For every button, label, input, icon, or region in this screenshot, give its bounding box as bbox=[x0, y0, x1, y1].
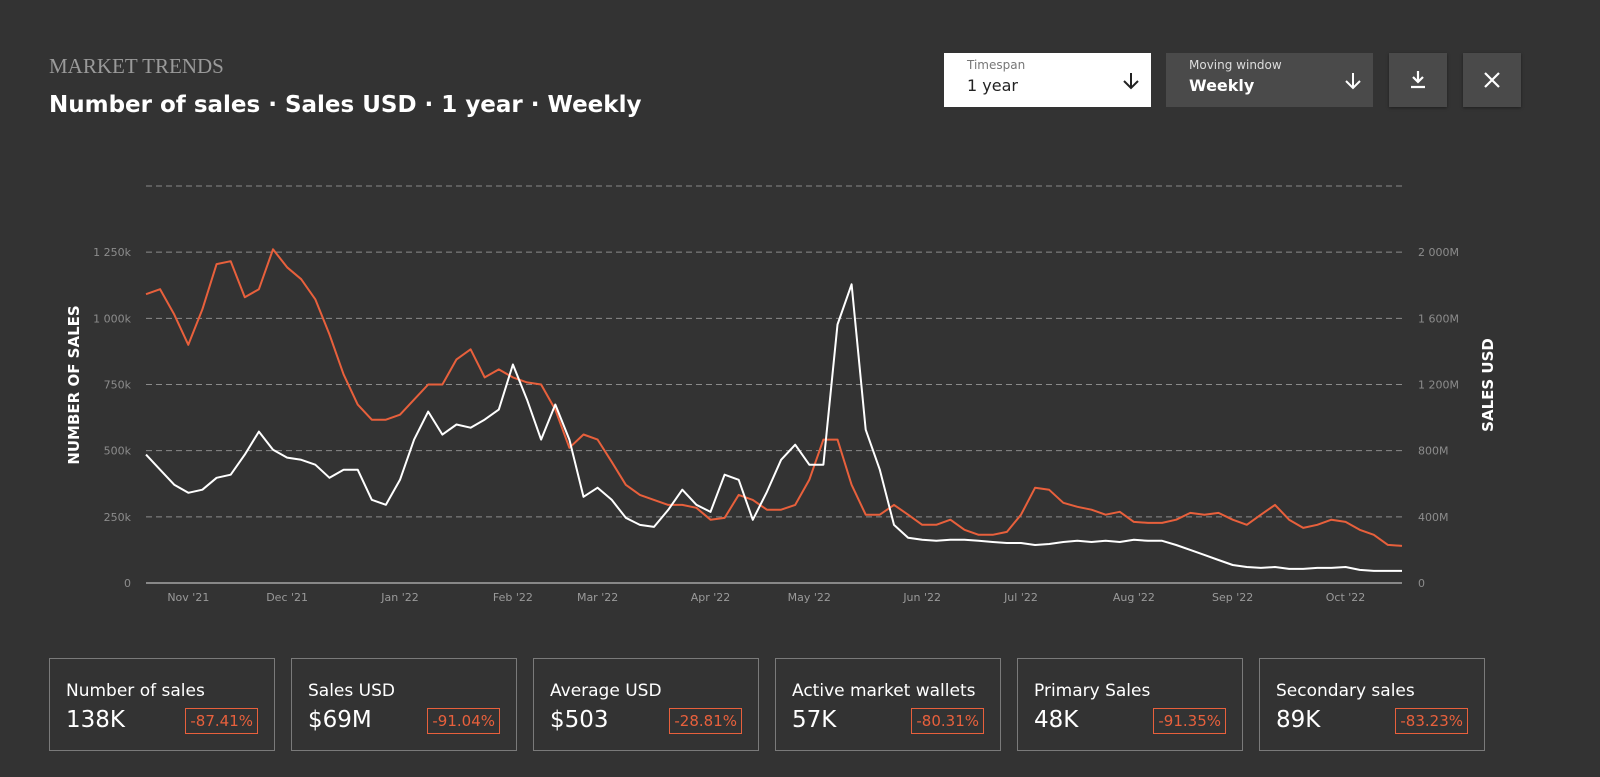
y-tick-label: 500k bbox=[104, 445, 132, 458]
dropdown-label: Timespan bbox=[967, 58, 1026, 72]
stat-change: -91.04% bbox=[427, 708, 500, 734]
stat-change: -83.23% bbox=[1395, 708, 1468, 734]
y-tick-label: 250k bbox=[104, 511, 132, 524]
stat-label: Sales USD bbox=[308, 681, 395, 701]
stat-label: Secondary sales bbox=[1276, 681, 1415, 701]
x-tick-label: Jun '22 bbox=[902, 591, 941, 604]
y-tick-label: 1 250k bbox=[93, 246, 131, 259]
y2-tick-label: 0 bbox=[1418, 577, 1425, 590]
window-dropdown[interactable]: Moving window Weekly bbox=[1166, 53, 1373, 107]
stat-card: Secondary sales 89K -83.23% bbox=[1259, 658, 1485, 751]
line-series bbox=[145, 248, 1403, 547]
y2-tick-label: 400M bbox=[1418, 511, 1449, 524]
x-tick-label: Mar '22 bbox=[577, 591, 618, 604]
stat-value: $69M bbox=[308, 707, 372, 733]
close-icon bbox=[1484, 72, 1500, 88]
stat-value: 57K bbox=[792, 707, 837, 733]
chart: 0 250k 500k 750k 1 000k 1 250k 0 400M 800M 1 200M… bbox=[65, 185, 1497, 604]
x-tick-label: Oct '22 bbox=[1326, 591, 1366, 604]
stat-card: Primary Sales 48K -91.35% bbox=[1017, 658, 1243, 751]
y2-tick-label: 2 000M bbox=[1418, 246, 1459, 259]
stat-value: 48K bbox=[1034, 707, 1079, 733]
download-button[interactable] bbox=[1389, 53, 1447, 107]
y-tick-label: 0 bbox=[124, 577, 131, 590]
line-series bbox=[145, 283, 1402, 572]
stat-value: 89K bbox=[1276, 707, 1321, 733]
stat-change: -80.31% bbox=[911, 708, 984, 734]
x-tick-label: Sep '22 bbox=[1212, 591, 1253, 604]
page-title: Number of sales · Sales USD · 1 year · W… bbox=[49, 92, 642, 118]
stat-change: -87.41% bbox=[185, 708, 258, 734]
stat-value: $503 bbox=[550, 707, 609, 733]
stat-card: Average USD $503 -28.81% bbox=[533, 658, 759, 751]
stat-change: -91.35% bbox=[1153, 708, 1226, 734]
stat-card: Sales USD $69M -91.04% bbox=[291, 658, 517, 751]
stat-value: 138K bbox=[66, 707, 125, 733]
arrow-icon bbox=[1345, 73, 1361, 90]
stat-label: Primary Sales bbox=[1034, 681, 1151, 701]
x-tick-label: Jul '22 bbox=[1003, 591, 1038, 604]
x-tick-label: May '22 bbox=[788, 591, 831, 604]
x-tick-label: Feb '22 bbox=[493, 591, 533, 604]
y2-tick-label: 800M bbox=[1418, 445, 1449, 458]
timespan-dropdown[interactable]: Timespan 1 year bbox=[944, 53, 1151, 107]
stat-label: Number of sales bbox=[66, 681, 205, 701]
x-tick-label: Dec '21 bbox=[266, 591, 308, 604]
dropdown-label: Moving window bbox=[1189, 58, 1282, 72]
download-icon bbox=[1411, 71, 1425, 89]
x-tick-label: Nov '21 bbox=[167, 591, 209, 604]
close-button[interactable] bbox=[1463, 53, 1521, 107]
x-tick-label: Aug '22 bbox=[1113, 591, 1155, 604]
stat-label: Active market wallets bbox=[792, 681, 976, 701]
y-tick-label: 1 000k bbox=[93, 312, 131, 325]
x-tick-label: Apr '22 bbox=[691, 591, 731, 604]
y-axis-title: NUMBER OF SALES bbox=[65, 305, 83, 464]
y2-tick-label: 1 600M bbox=[1418, 312, 1459, 325]
x-tick-label: Jan '22 bbox=[380, 591, 418, 604]
y2-axis-title: SALES USD bbox=[1479, 338, 1497, 432]
y2-tick-label: 1 200M bbox=[1418, 379, 1459, 392]
stat-change: -28.81% bbox=[669, 708, 742, 734]
kicker: MARKET TRENDS bbox=[49, 54, 224, 78]
stat-card: Number of sales 138K -87.41% bbox=[49, 658, 275, 751]
y-tick-label: 750k bbox=[104, 379, 132, 392]
stat-label: Average USD bbox=[550, 681, 662, 701]
dropdown-value: Weekly bbox=[1189, 76, 1255, 95]
dropdown-value: 1 year bbox=[967, 76, 1018, 95]
arrow-icon bbox=[1123, 73, 1139, 90]
stat-card: Active market wallets 57K -80.31% bbox=[775, 658, 1001, 751]
